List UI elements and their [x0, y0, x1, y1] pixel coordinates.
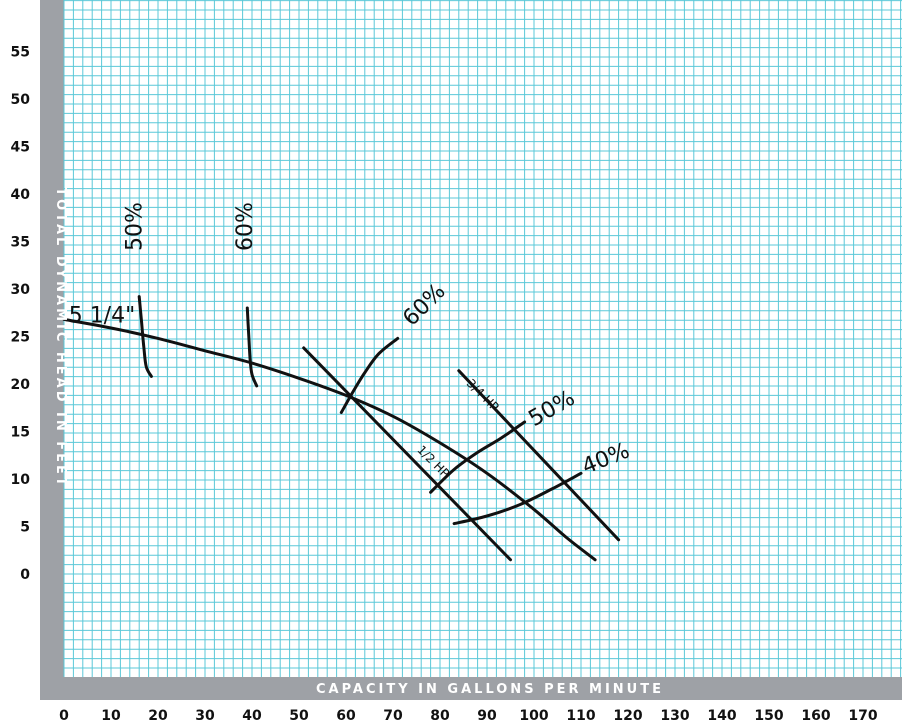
efficiency-line-curve	[245, 306, 259, 388]
x-tick-label: 90	[477, 708, 497, 724]
x-tick-label: 80	[430, 708, 450, 724]
x-tick-label: 160	[801, 708, 830, 724]
x-tick-label: 140	[707, 708, 736, 724]
y-tick-label: 50	[11, 92, 31, 108]
y-tick-label: 0	[20, 567, 30, 583]
y-tick-label: 15	[11, 425, 30, 441]
x-tick-label: 60	[336, 708, 356, 724]
x-tick-label: 150	[754, 708, 783, 724]
grid-lines	[63, 0, 902, 677]
x-tick-label: 10	[101, 708, 121, 724]
efficiency-line-curve	[137, 295, 153, 378]
x-axis-title: CAPACITY IN GALLONS PER MINUTE	[316, 682, 664, 697]
x-tick-label: 100	[519, 708, 548, 724]
power-line-curve	[457, 369, 621, 542]
efficiency-line-curve	[452, 471, 583, 526]
x-tick-labels: 0 10 20 30 40 50 60 70 80 90 100 110 120 130 140 150 160…	[59, 708, 878, 724]
y-tick-label: 5	[20, 520, 30, 536]
y-tick-label: 30	[11, 282, 31, 298]
efficiency-line-curve	[429, 420, 527, 494]
y-tick-label: 10	[11, 472, 31, 488]
curve-label: 50%	[123, 202, 148, 251]
curves	[62, 295, 621, 562]
power-line-curve	[302, 346, 512, 562]
y-tick-label: 55	[11, 45, 30, 61]
x-tick-label: 170	[848, 708, 877, 724]
x-tick-label: 130	[660, 708, 689, 724]
y-tick-label: 40	[11, 187, 31, 203]
efficiency-line-curve	[339, 336, 400, 414]
x-tick-label: 30	[195, 708, 215, 724]
x-tick-label: 50	[289, 708, 309, 724]
y-tick-labels: 0 5 10 15 20 25 30 35 40 45 50 55	[11, 45, 31, 584]
curve-label: 60%	[233, 202, 258, 251]
y-tick-label: 20	[11, 377, 31, 393]
y-tick-label: 25	[11, 330, 30, 346]
x-axis-band	[40, 677, 902, 700]
x-tick-label: 110	[566, 708, 595, 724]
impeller-curve-curve	[62, 317, 597, 562]
x-tick-label: 40	[242, 708, 262, 724]
x-tick-label: 70	[383, 708, 403, 724]
x-tick-label: 120	[613, 708, 642, 724]
x-tick-label: 20	[148, 708, 168, 724]
curve-label: 5 1/4"	[69, 303, 136, 328]
x-tick-label: 0	[59, 708, 69, 724]
y-axis-title: TOTAL DYNAMIC HEAD IN FEET	[53, 187, 68, 489]
y-tick-label: 35	[11, 235, 30, 251]
y-axis-band	[40, 0, 64, 700]
y-tick-label: 45	[11, 140, 30, 156]
